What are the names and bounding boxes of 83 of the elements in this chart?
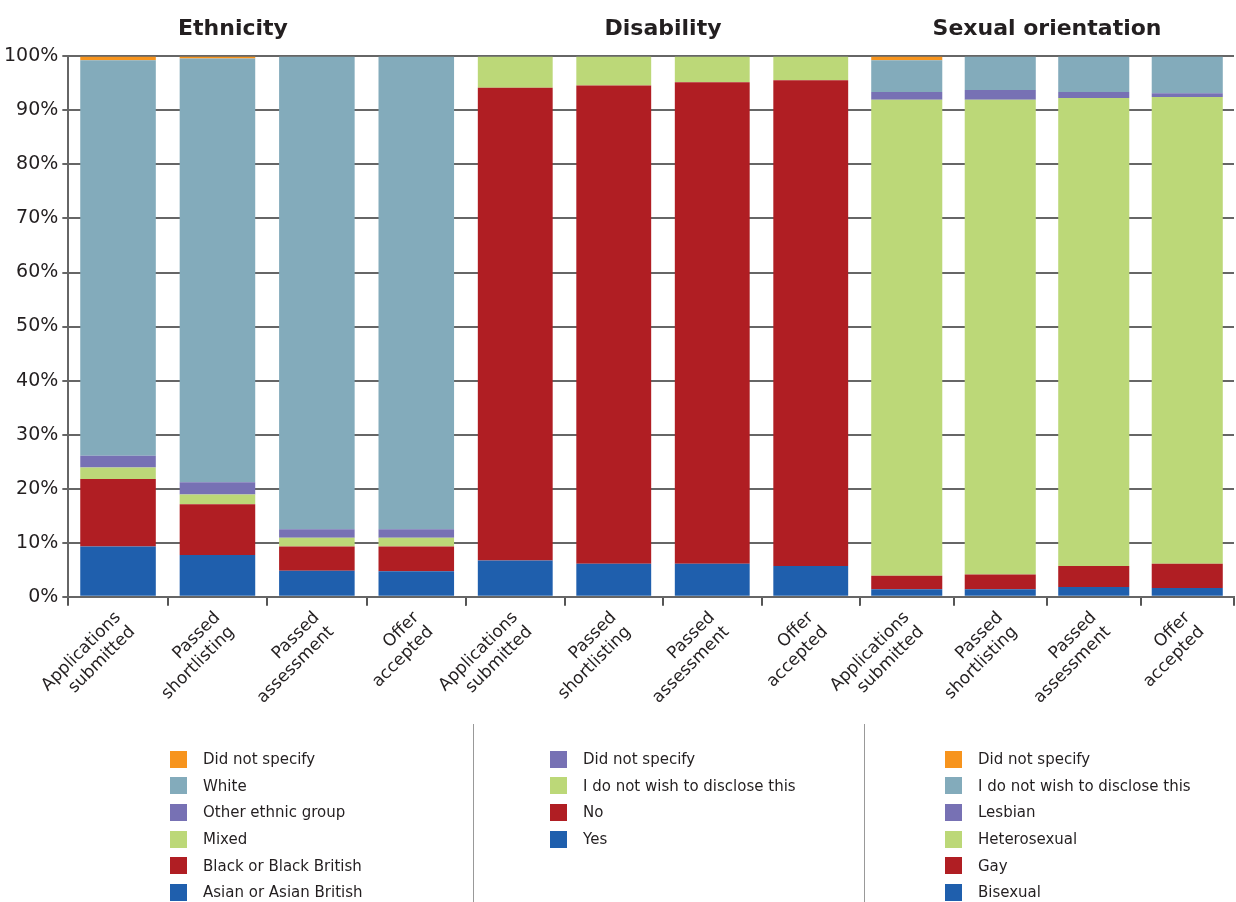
bar [1058, 92, 1130, 99]
y-tick-label: 80% [16, 151, 59, 174]
legend-label: I do not wish to disclose this [583, 776, 796, 795]
bar [964, 99, 1036, 575]
bar [179, 504, 256, 556]
bar [773, 56, 849, 81]
bar [279, 529, 355, 538]
bar [1151, 93, 1223, 97]
y-tick-label: 50% [16, 313, 59, 336]
legend-label: White [203, 776, 247, 795]
bar [674, 563, 750, 596]
bar [179, 56, 256, 59]
chart-title: Sexual orientation [932, 14, 1162, 40]
bar [1058, 98, 1130, 566]
bar [179, 58, 256, 483]
bar [378, 537, 455, 547]
bar [477, 560, 553, 596]
legend-label: Lesbian [978, 803, 1036, 822]
bar [964, 589, 1036, 596]
bar [964, 574, 1036, 590]
legend-label: Gay [978, 856, 1008, 875]
bar [80, 478, 156, 547]
bar [80, 546, 156, 596]
bar [179, 482, 256, 495]
bar [871, 589, 943, 596]
y-tick-label: 100% [3, 43, 59, 66]
bar [477, 87, 553, 561]
bar [576, 56, 652, 86]
bar [378, 546, 455, 572]
bar [674, 56, 750, 83]
legend-label: Did not specify [583, 750, 696, 769]
bar [1058, 565, 1130, 587]
y-tick-label: 60% [16, 259, 59, 282]
bar [1151, 96, 1223, 564]
bar [179, 494, 256, 505]
y-tick-label: 10% [16, 529, 59, 552]
chart-title: Disability [604, 14, 722, 40]
bar [80, 60, 156, 456]
bar [871, 575, 943, 590]
y-tick-label: 70% [16, 205, 59, 228]
legend-label: Did not specify [978, 750, 1091, 769]
y-tick-label: 0% [28, 583, 59, 606]
bar [576, 563, 652, 596]
bar [576, 85, 652, 564]
bar [1058, 587, 1130, 596]
legend-label: Asian or Asian British [203, 883, 363, 902]
bar [80, 467, 156, 479]
bar [871, 99, 943, 576]
chart-title: Ethnicity [178, 14, 288, 40]
bar [674, 82, 750, 564]
bar [279, 570, 355, 596]
bar [871, 60, 943, 93]
bar [80, 455, 156, 468]
legend-label: I do not wish to disclose this [978, 776, 1191, 795]
y-tick-label: 40% [16, 367, 59, 390]
y-tick-label: 90% [16, 97, 59, 120]
legend-label: Yes [583, 830, 608, 849]
bar [477, 56, 553, 88]
bar [773, 565, 849, 596]
bar [1058, 56, 1130, 93]
legend-label: Bisexual [978, 883, 1041, 902]
bar [378, 571, 455, 596]
bar [179, 555, 256, 596]
bar [1151, 563, 1223, 589]
legend-label: Black or Black British [203, 856, 362, 875]
legend-label: Did not specify [203, 750, 316, 769]
bar [378, 529, 455, 538]
bar [964, 89, 1036, 100]
bar [1151, 588, 1223, 596]
y-tick-label: 30% [16, 421, 59, 444]
y-tick-label: 20% [16, 475, 59, 498]
bar [871, 92, 943, 100]
legend-label: Other ethnic group [203, 803, 346, 822]
bar [279, 537, 355, 547]
bar [964, 56, 1036, 90]
legend-label: Heterosexual [978, 830, 1078, 849]
legend-label: Mixed [203, 830, 248, 849]
bar [279, 56, 355, 530]
bar [1151, 56, 1223, 94]
bar [279, 546, 355, 571]
legend-label: No [583, 803, 604, 822]
bar [378, 56, 455, 530]
bar [773, 80, 849, 566]
